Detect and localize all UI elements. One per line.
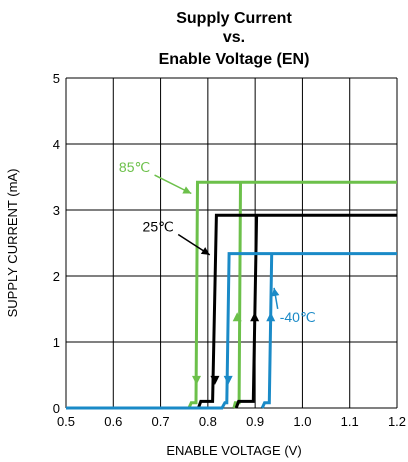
series-arrowhead-0 (192, 375, 202, 385)
x-tick-label: 0.9 (246, 414, 264, 429)
series-arrowhead-1 (210, 375, 220, 385)
y-tick-label: 5 (53, 71, 60, 86)
x-tick-label: 1.2 (388, 414, 406, 429)
y-axis-label: SUPPLY CURRENT (mA) (5, 169, 20, 318)
series-line-1 (66, 213, 397, 410)
chart-grid (65, 77, 398, 409)
x-tick-label: 0.6 (104, 414, 122, 429)
series-arrowhead-2 (223, 375, 233, 385)
chart-annotations: 85℃ 25℃ -40℃ (119, 159, 316, 325)
annotation-label: 25℃ (143, 219, 174, 235)
chart-title-line-1: Supply Current (176, 10, 292, 27)
x-tick-label: 0.8 (199, 414, 217, 429)
chart-tick-labels: 0.5 0.6 0.7 0.8 0.9 1.0 1.1 1.2 0 1 2 3 4 5 (53, 71, 406, 429)
x-tick-label: 0.7 (152, 414, 170, 429)
annotation-label: 85℃ (119, 159, 150, 175)
x-tick-label: 1.0 (293, 414, 311, 429)
series-arrowhead-2 (266, 312, 276, 322)
chart-title-line-3: Enable Voltage (EN) (159, 51, 310, 68)
x-tick-label: 0.5 (57, 414, 75, 429)
chart-series (66, 180, 397, 410)
series-arrowhead-1 (250, 312, 260, 322)
y-tick-label: 0 (53, 401, 60, 416)
annotation-arrowhead (200, 247, 210, 255)
series-line-2 (66, 252, 397, 410)
annotation-arrowhead (182, 186, 192, 194)
series-arrowhead-0 (232, 312, 242, 322)
x-tick-label: 1.1 (341, 414, 359, 429)
y-tick-label: 4 (53, 137, 60, 152)
annotation-label: -40℃ (280, 309, 316, 325)
chart-title-line-2: vs. (223, 29, 245, 46)
x-axis-label: ENABLE VOLTAGE (V) (166, 443, 301, 458)
y-tick-label: 2 (53, 269, 60, 284)
y-tick-label: 3 (53, 203, 60, 218)
y-tick-label: 1 (53, 335, 60, 350)
annotation-arrowhead (271, 287, 280, 297)
